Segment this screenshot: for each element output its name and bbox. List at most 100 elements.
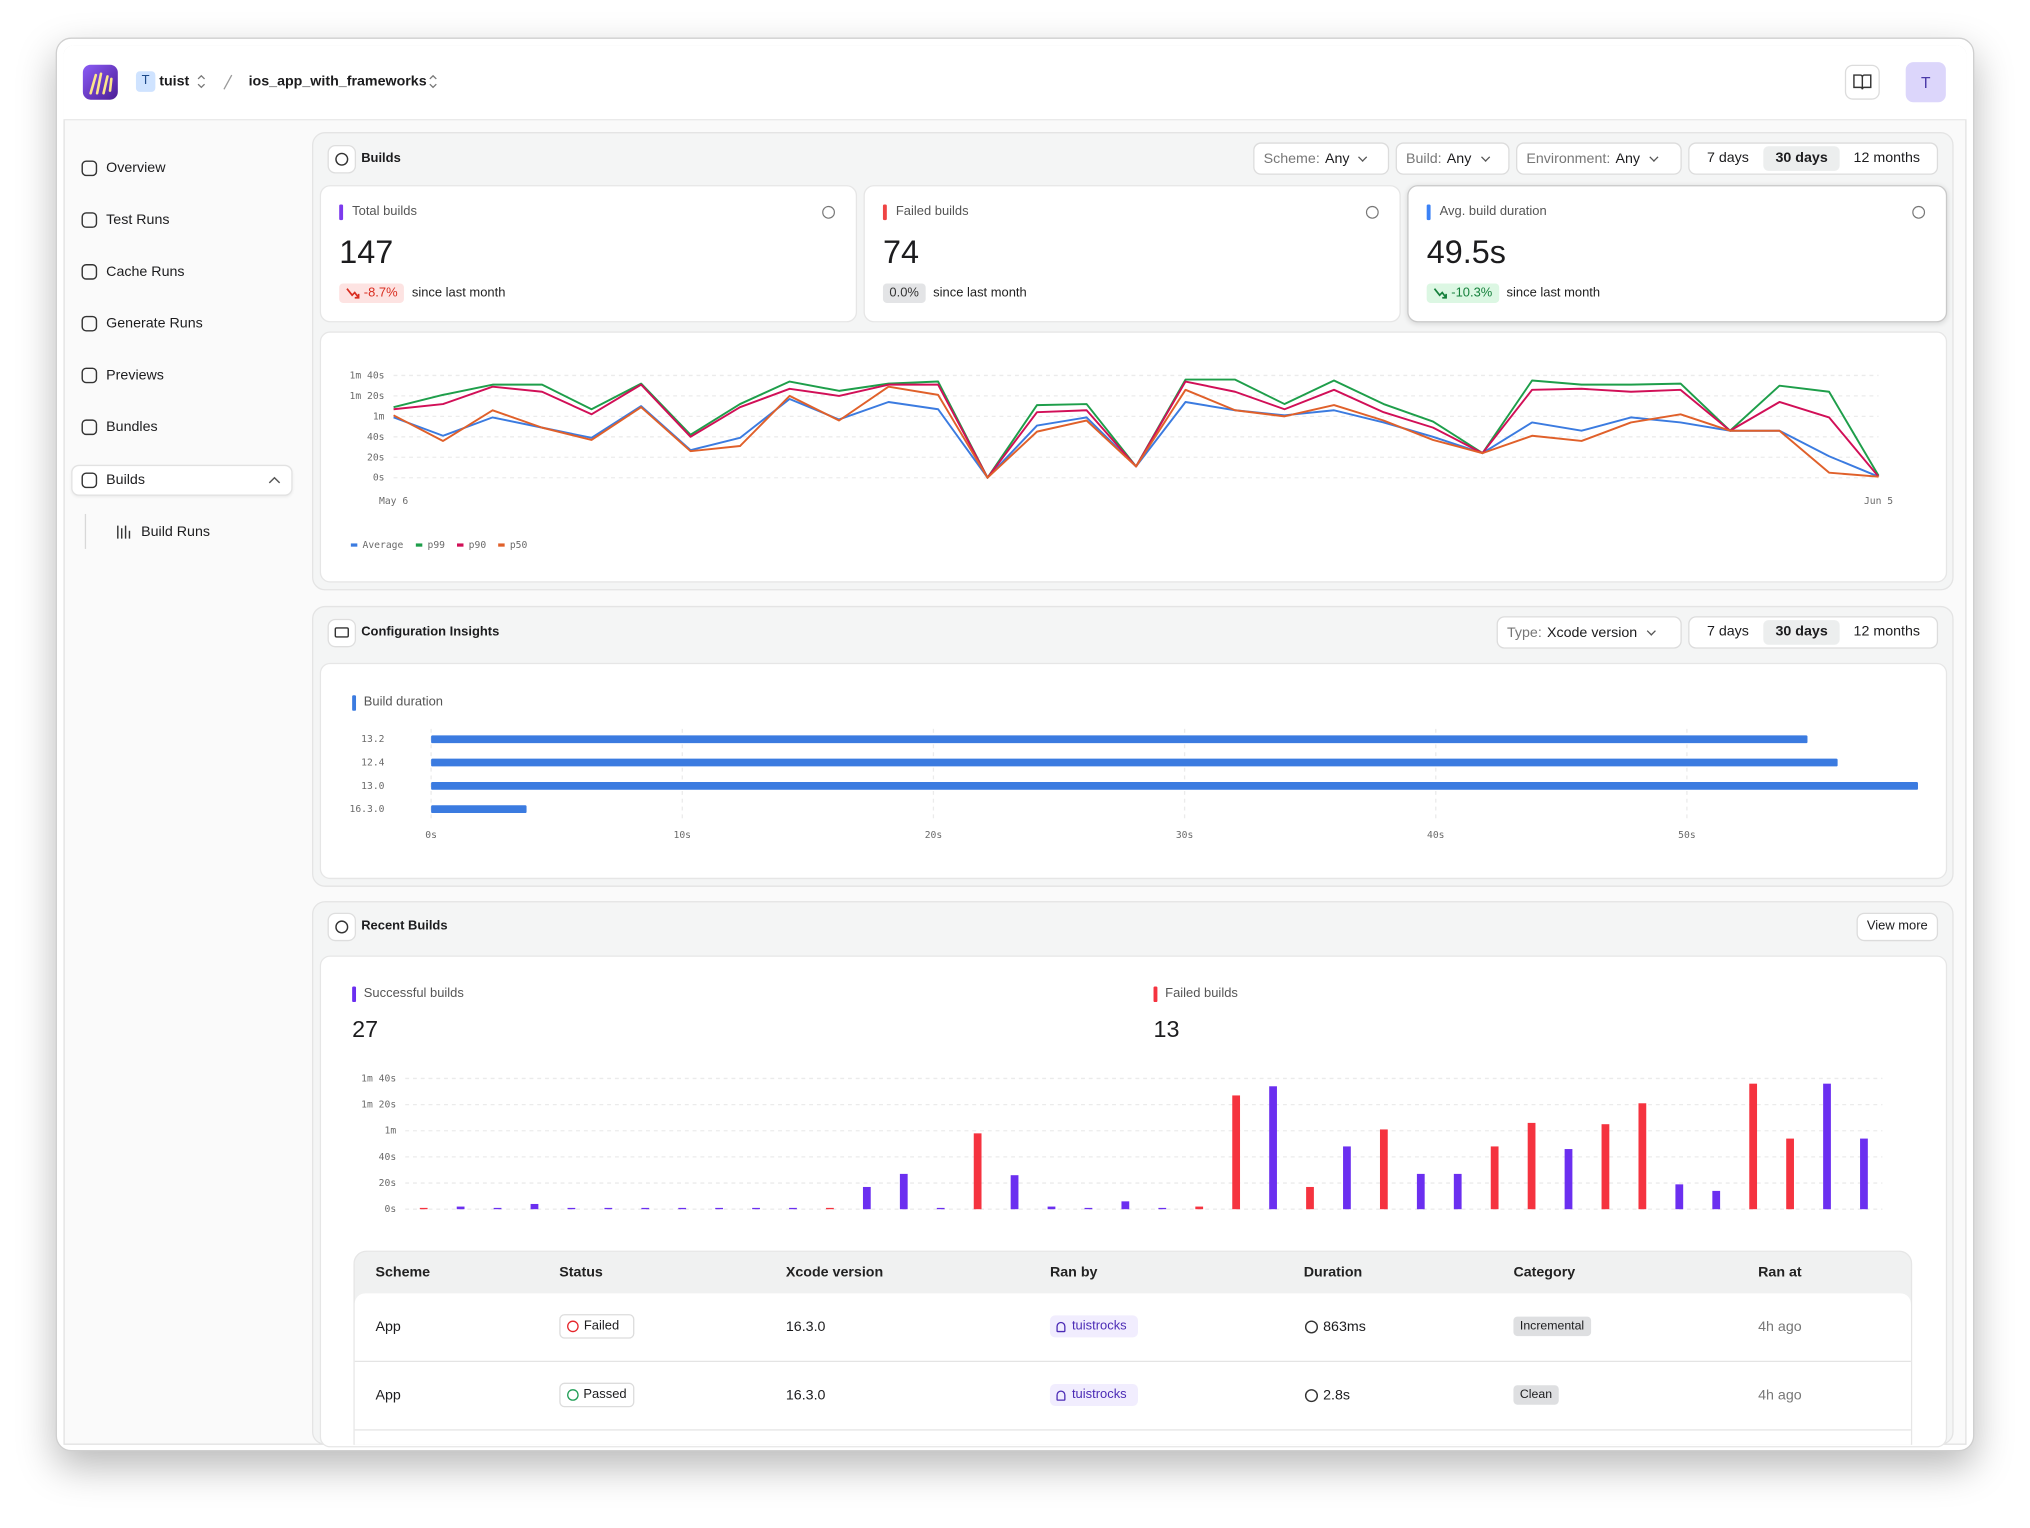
legend-color-bar — [1153, 986, 1158, 1003]
avatar[interactable] — [1905, 62, 1946, 103]
range-option[interactable]: 7 days — [1706, 624, 1749, 640]
duration: 863ms — [1323, 1319, 1366, 1335]
user-badge: tuistrocks — [1049, 1383, 1138, 1406]
nav-item-selected[interactable] — [71, 464, 293, 496]
panel-icon — [327, 912, 357, 942]
legend-label: Build duration — [363, 695, 443, 710]
column-header: Scheme — [375, 1264, 431, 1281]
view-more-button[interactable]: View more — [1856, 912, 1939, 942]
nav-item[interactable]: Previews — [106, 367, 164, 384]
filter-dropdown[interactable]: Environment: Any — [1516, 142, 1682, 175]
filter-dropdown[interactable]: Scheme: Any — [1253, 142, 1390, 175]
nav-item[interactable]: Builds — [106, 472, 145, 489]
legend-label: Successful builds — [363, 986, 464, 1001]
panel-icon — [327, 618, 357, 648]
metric-value: 49.5s — [1426, 234, 1506, 271]
panel-title: Recent Builds — [361, 919, 448, 934]
metric-change-row: -10.3% since last month — [1426, 282, 1919, 303]
metric-value: 74 — [882, 234, 919, 271]
user-badge: tuistrocks — [1049, 1315, 1138, 1338]
filter-label: Build: — [1405, 150, 1442, 167]
filter-chevron — [1358, 152, 1368, 162]
user-name: tuistrocks — [1071, 1319, 1127, 1334]
metric-color-bar — [882, 204, 887, 221]
trend-chart-card — [319, 331, 1948, 583]
range-toggle: 7 days 30 days 12 months — [1688, 142, 1939, 175]
range-option[interactable]: 12 months — [1853, 150, 1921, 166]
trend-arrow — [346, 287, 360, 298]
metric-card — [863, 185, 1401, 323]
status-badge: Failed — [559, 1314, 635, 1339]
filter-value: Any — [1446, 150, 1472, 167]
table-cell: App — [375, 1319, 401, 1335]
avatar-initial: T — [1921, 73, 1931, 92]
metric-label: Total builds — [352, 204, 417, 219]
duration: 2.8s — [1323, 1387, 1351, 1404]
range-toggle: 7 days 30 days 12 months — [1688, 616, 1939, 649]
nav-item[interactable]: Test Runs — [106, 212, 170, 228]
filter-dropdown[interactable]: Build: Any — [1395, 142, 1510, 175]
filter-chevron — [1649, 152, 1659, 162]
insights-chart-card — [319, 662, 1948, 880]
nav-item[interactable]: Bundles — [106, 419, 158, 436]
user-icon — [1056, 1321, 1066, 1332]
filter-label: Scheme: — [1263, 150, 1320, 167]
panel-title: Configuration Insights — [361, 625, 500, 640]
change-note: since last month — [933, 285, 1027, 300]
subnav-item[interactable]: Build Runs — [141, 524, 210, 540]
metric-change-row: -8.7% since last month — [339, 282, 831, 303]
legend-color-bar — [352, 695, 357, 711]
filter-value: Xcode version — [1546, 624, 1638, 641]
change-value: 0.0% — [889, 285, 919, 300]
change-value: -8.7% — [363, 285, 398, 300]
table-row — [354, 1430, 1911, 1445]
status-icon — [567, 1389, 579, 1401]
column-header: Ran at — [1758, 1264, 1802, 1281]
filter-dropdown[interactable]: Type: Xcode version — [1496, 616, 1682, 649]
table-cell: 16.3.0 — [785, 1387, 826, 1404]
nav-item[interactable]: Generate Runs — [106, 315, 203, 332]
panel-title: Builds — [361, 151, 401, 166]
org-initial: T — [141, 73, 150, 89]
filter-chevron — [1480, 152, 1490, 162]
table-cell: App — [375, 1387, 401, 1404]
range-option[interactable]: 7 days — [1706, 150, 1749, 166]
metric-color-bar — [339, 204, 344, 221]
nav-item[interactable]: Overview — [106, 160, 166, 177]
change-badge: -10.3% — [1426, 282, 1499, 303]
column-header: Duration — [1303, 1264, 1363, 1281]
range-option[interactable]: 12 months — [1853, 624, 1921, 640]
status-icon — [567, 1320, 579, 1333]
filter-chevron — [1646, 625, 1656, 636]
metric-value: 147 — [339, 234, 394, 271]
metric-label: Avg. build duration — [1439, 204, 1547, 219]
metric-change-row: 0.0% since last month — [882, 282, 1375, 303]
change-badge: 0.0% — [882, 282, 926, 303]
metric-color-bar — [1426, 204, 1431, 221]
category-badge: Clean — [1513, 1385, 1559, 1405]
change-value: -10.3% — [1451, 285, 1493, 300]
org-name[interactable]: tuist — [159, 73, 190, 90]
project-name[interactable]: ios_app_with_frameworks — [248, 73, 427, 90]
filter-value: Any — [1615, 150, 1641, 167]
status-text: Passed — [583, 1387, 627, 1403]
docs-button[interactable] — [1844, 64, 1880, 100]
range-option[interactable]: 30 days — [1763, 146, 1840, 171]
legend-color-bar — [352, 986, 357, 1003]
status-badge: Passed — [559, 1382, 635, 1408]
column-header: Xcode version — [785, 1264, 884, 1281]
trend-arrow — [1433, 287, 1447, 298]
nav-item[interactable]: Cache Runs — [106, 264, 185, 280]
filter-label: Environment: — [1526, 150, 1611, 167]
filter-value: Any — [1324, 150, 1350, 167]
table-cell: 16.3.0 — [785, 1319, 826, 1335]
metric-card — [319, 185, 858, 323]
legend-label: Failed builds — [1165, 986, 1238, 1001]
change-badge: -8.7% — [339, 282, 405, 303]
org-badge — [135, 71, 156, 92]
column-header: Category — [1513, 1264, 1576, 1281]
range-option[interactable]: 30 days — [1763, 620, 1840, 645]
column-header: Status — [559, 1264, 603, 1281]
